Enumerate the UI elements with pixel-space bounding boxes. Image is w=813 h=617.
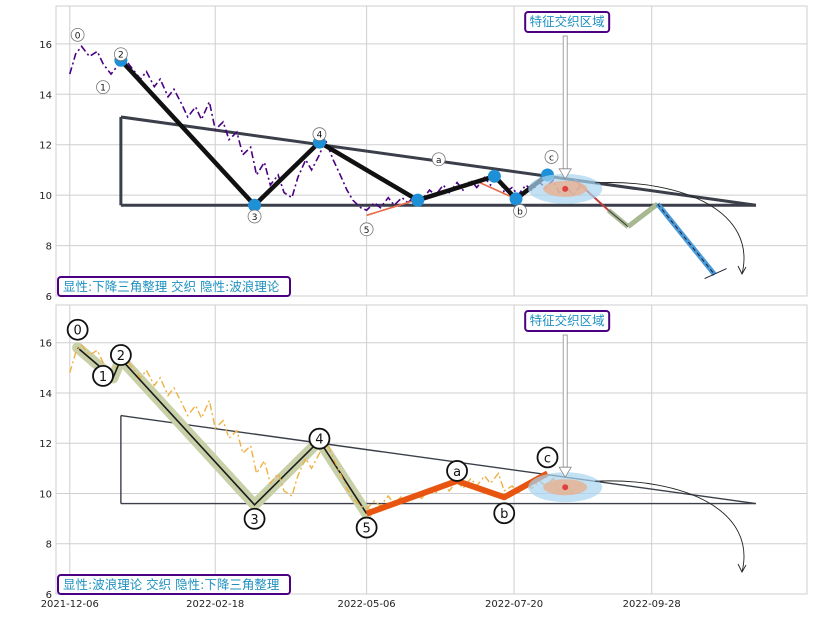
forecast-arrow-curve	[595, 182, 745, 275]
y-tick-label: 8	[46, 540, 52, 551]
y-tick-label: 14	[39, 389, 52, 400]
wave-label: 5	[364, 226, 370, 236]
swing-marker	[487, 169, 501, 183]
wave-label-circle	[109, 344, 132, 366]
forecast-arrowhead	[737, 265, 747, 275]
projection-segment-core	[608, 209, 629, 228]
wave-label: b	[517, 207, 523, 217]
price-series	[69, 344, 582, 510]
wave-label-circle	[312, 127, 327, 142]
wave-label-circle	[96, 80, 110, 95]
plot-frame	[55, 5, 808, 297]
wave-label: 1	[100, 84, 106, 94]
annotation-box	[524, 11, 611, 33]
swing-marker	[411, 193, 425, 207]
wave-label-circle	[536, 446, 559, 469]
wave-label-circle	[243, 507, 266, 530]
wave-label-circle	[113, 47, 128, 62]
y-tick-label: 16	[39, 339, 52, 350]
wave-label-circle	[70, 27, 85, 42]
swing-marker	[509, 192, 523, 206]
wave-label-circle	[247, 209, 262, 224]
x-tick-label: 2022-07-20	[485, 599, 543, 610]
caption-box	[57, 276, 291, 297]
wave-label: b	[500, 507, 508, 522]
wave-label-circle	[92, 364, 114, 387]
caption-box-label: 显性:下降三角整理 交织 隐性:波浪理论	[63, 279, 280, 294]
forecast-arrow-curve	[595, 480, 745, 573]
annotation-box	[524, 310, 611, 332]
swing-marker	[248, 198, 262, 212]
y-tick-label: 8	[46, 242, 52, 253]
y-tick-label: 12	[39, 141, 52, 152]
annotation-box-label: 特征交织区域	[530, 313, 605, 328]
pointer-arrow-shaft	[562, 334, 568, 468]
y-tick-label: 12	[39, 439, 52, 450]
wave-label: 0	[73, 324, 81, 339]
wave-label-circle	[513, 204, 527, 218]
x-tick-label: 2021-12-06	[41, 599, 99, 610]
plot-frame	[55, 304, 808, 595]
wave-label: c	[549, 153, 554, 163]
wave-label-circle	[431, 152, 446, 167]
annotation-box-label: 特征交织区域	[530, 14, 605, 29]
forecast-arrowhead	[737, 563, 747, 573]
wave-label: 2	[117, 349, 125, 364]
y-tick-label: 10	[39, 191, 52, 202]
caption-box	[57, 574, 291, 595]
wave-label-circle	[359, 222, 374, 237]
y-tick-label: 16	[39, 40, 52, 51]
y-tick-label: 6	[46, 292, 52, 303]
pointer-arrowhead	[558, 466, 572, 478]
y-tick-label: 14	[39, 90, 52, 101]
wave-label: 3	[252, 213, 258, 223]
corrective-wave-line	[365, 470, 549, 517]
feature-zone-center	[562, 185, 569, 192]
wave-label-circle	[308, 427, 331, 450]
wave-label-circle	[446, 460, 468, 482]
caption-box-label: 显性:波浪理论 交织 隐性:下降三角整理	[63, 577, 280, 592]
projection-segment-core	[657, 203, 715, 275]
projection-end-tick	[704, 268, 727, 280]
wave-label-circle	[66, 318, 89, 341]
pointer-arrow-shaft	[562, 35, 568, 170]
wave-label: 4	[317, 131, 323, 141]
pointer-arrowhead	[558, 168, 572, 180]
wave-label: 0	[75, 31, 81, 41]
wave-label: 5	[362, 522, 370, 537]
wave-label: 2	[118, 51, 124, 61]
feature-zone-center	[562, 484, 569, 491]
wave-label: c	[544, 451, 551, 466]
projection-segment	[626, 201, 660, 229]
wave-label-circle	[493, 502, 516, 525]
y-tick-label: 6	[46, 590, 52, 601]
wave-label: 1	[99, 370, 107, 385]
wave-label: 3	[250, 513, 258, 528]
wave-label: a	[436, 156, 442, 166]
wave-label: a	[453, 465, 461, 480]
y-tick-label: 10	[39, 489, 52, 500]
x-tick-label: 2022-05-06	[338, 599, 396, 610]
x-tick-label: 2022-02-18	[186, 599, 244, 610]
x-tick-label: 2022-09-28	[623, 599, 681, 610]
wave-label-circle	[355, 516, 378, 539]
wave-label: 4	[315, 433, 323, 448]
wave-label-circle	[544, 150, 559, 164]
